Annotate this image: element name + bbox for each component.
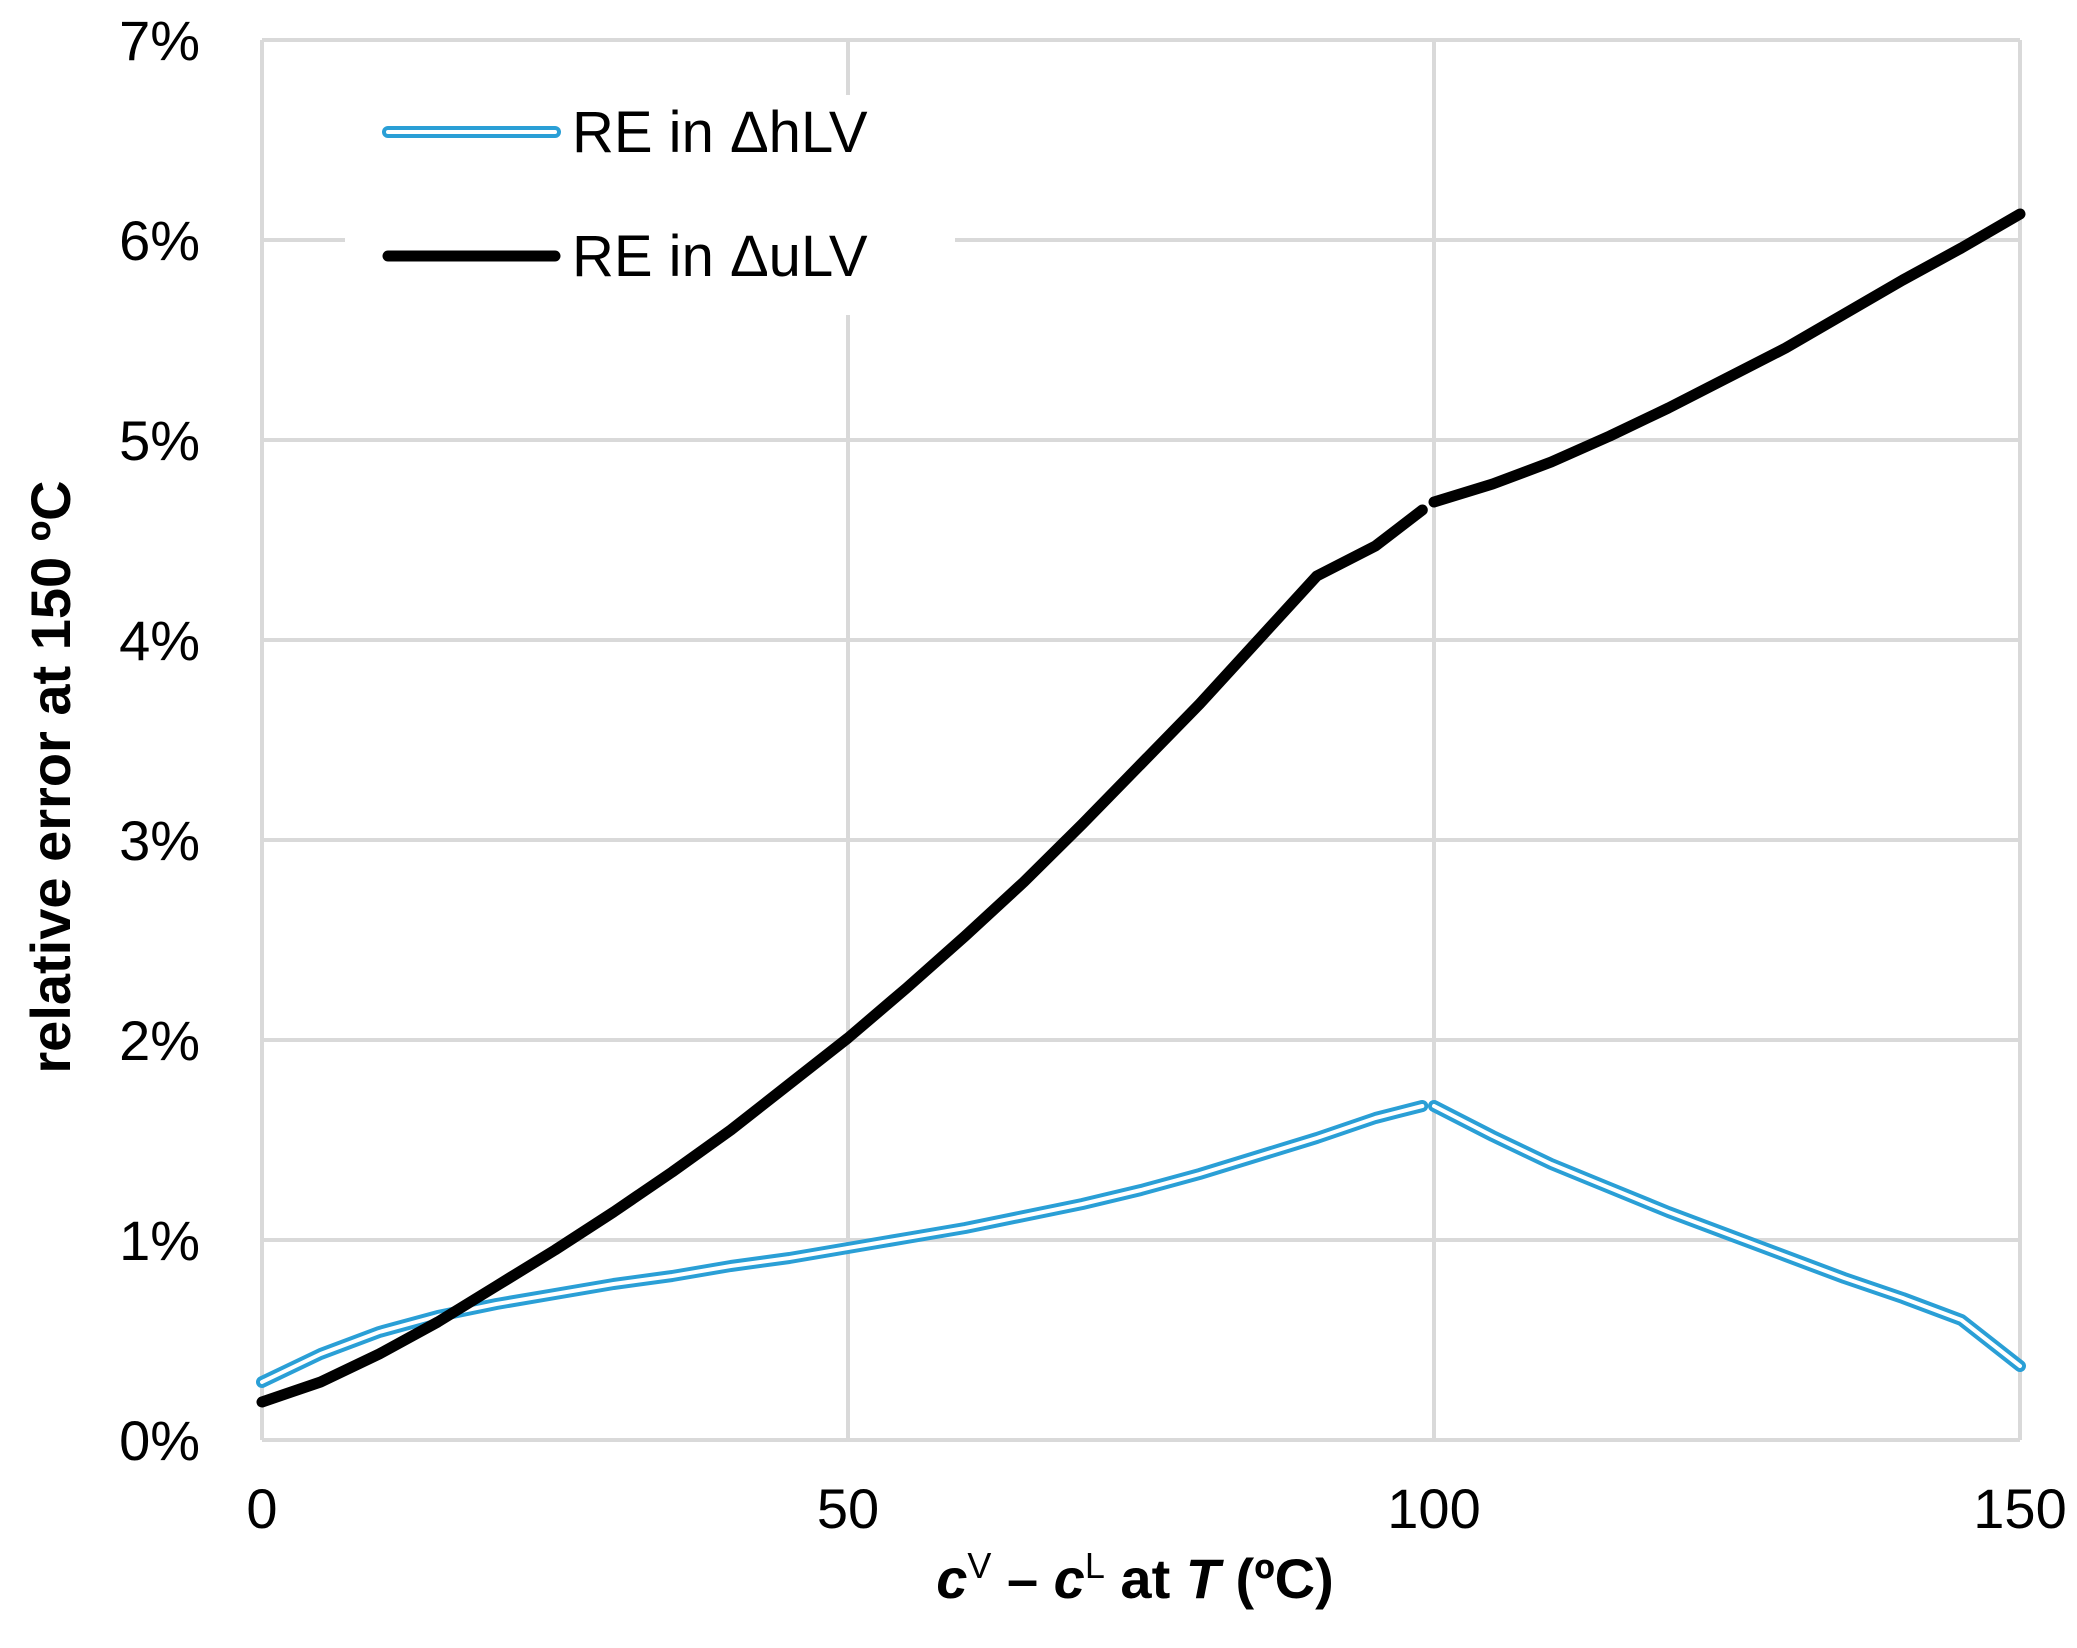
axes [260,40,2020,1442]
y-tick-label: 3% [119,809,200,872]
y-tick-label: 5% [119,409,200,472]
x-tick-label: 50 [817,1477,879,1540]
legend-label-hlv: RE in ΔhLV [572,100,868,165]
y-tick-label: 6% [119,209,200,272]
y-tick-label: 4% [119,609,200,672]
y-tick-label: 0% [119,1409,200,1472]
legend-label-ulv: RE in ΔuLV [572,224,868,289]
y-tick-labels: 0% 1% 2% 3% 4% 5% 6% 7% [119,9,200,1472]
series-lines [256,208,2026,1408]
x-tick-label: 150 [1973,1477,2066,1540]
series-hlv-line-outer [256,1100,1429,1388]
legend-entry-ulv: RE in ΔuLV [382,224,868,289]
x-tick-labels: 0 50 100 150 [246,1477,2066,1540]
series-ulv-line [256,504,1428,1408]
y-tick-label: 2% [119,1009,200,1072]
x-axis-title: cV – cL at T (ºC) [936,1545,1334,1611]
legend: RE in ΔhLV RE in ΔuLV [345,95,955,315]
y-axis-title: relative error at 150 ºC [19,480,82,1073]
x-tick-label: 0 [246,1477,277,1540]
series-hlv-line-inner [1432,1104,2022,1368]
legend-entry-hlv: RE in ΔhLV [382,100,868,165]
y-tick-label: 1% [119,1209,200,1272]
series-ulv-line [1428,208,2026,508]
x-tick-label: 100 [1387,1477,1480,1540]
y-tick-label: 7% [119,9,200,72]
